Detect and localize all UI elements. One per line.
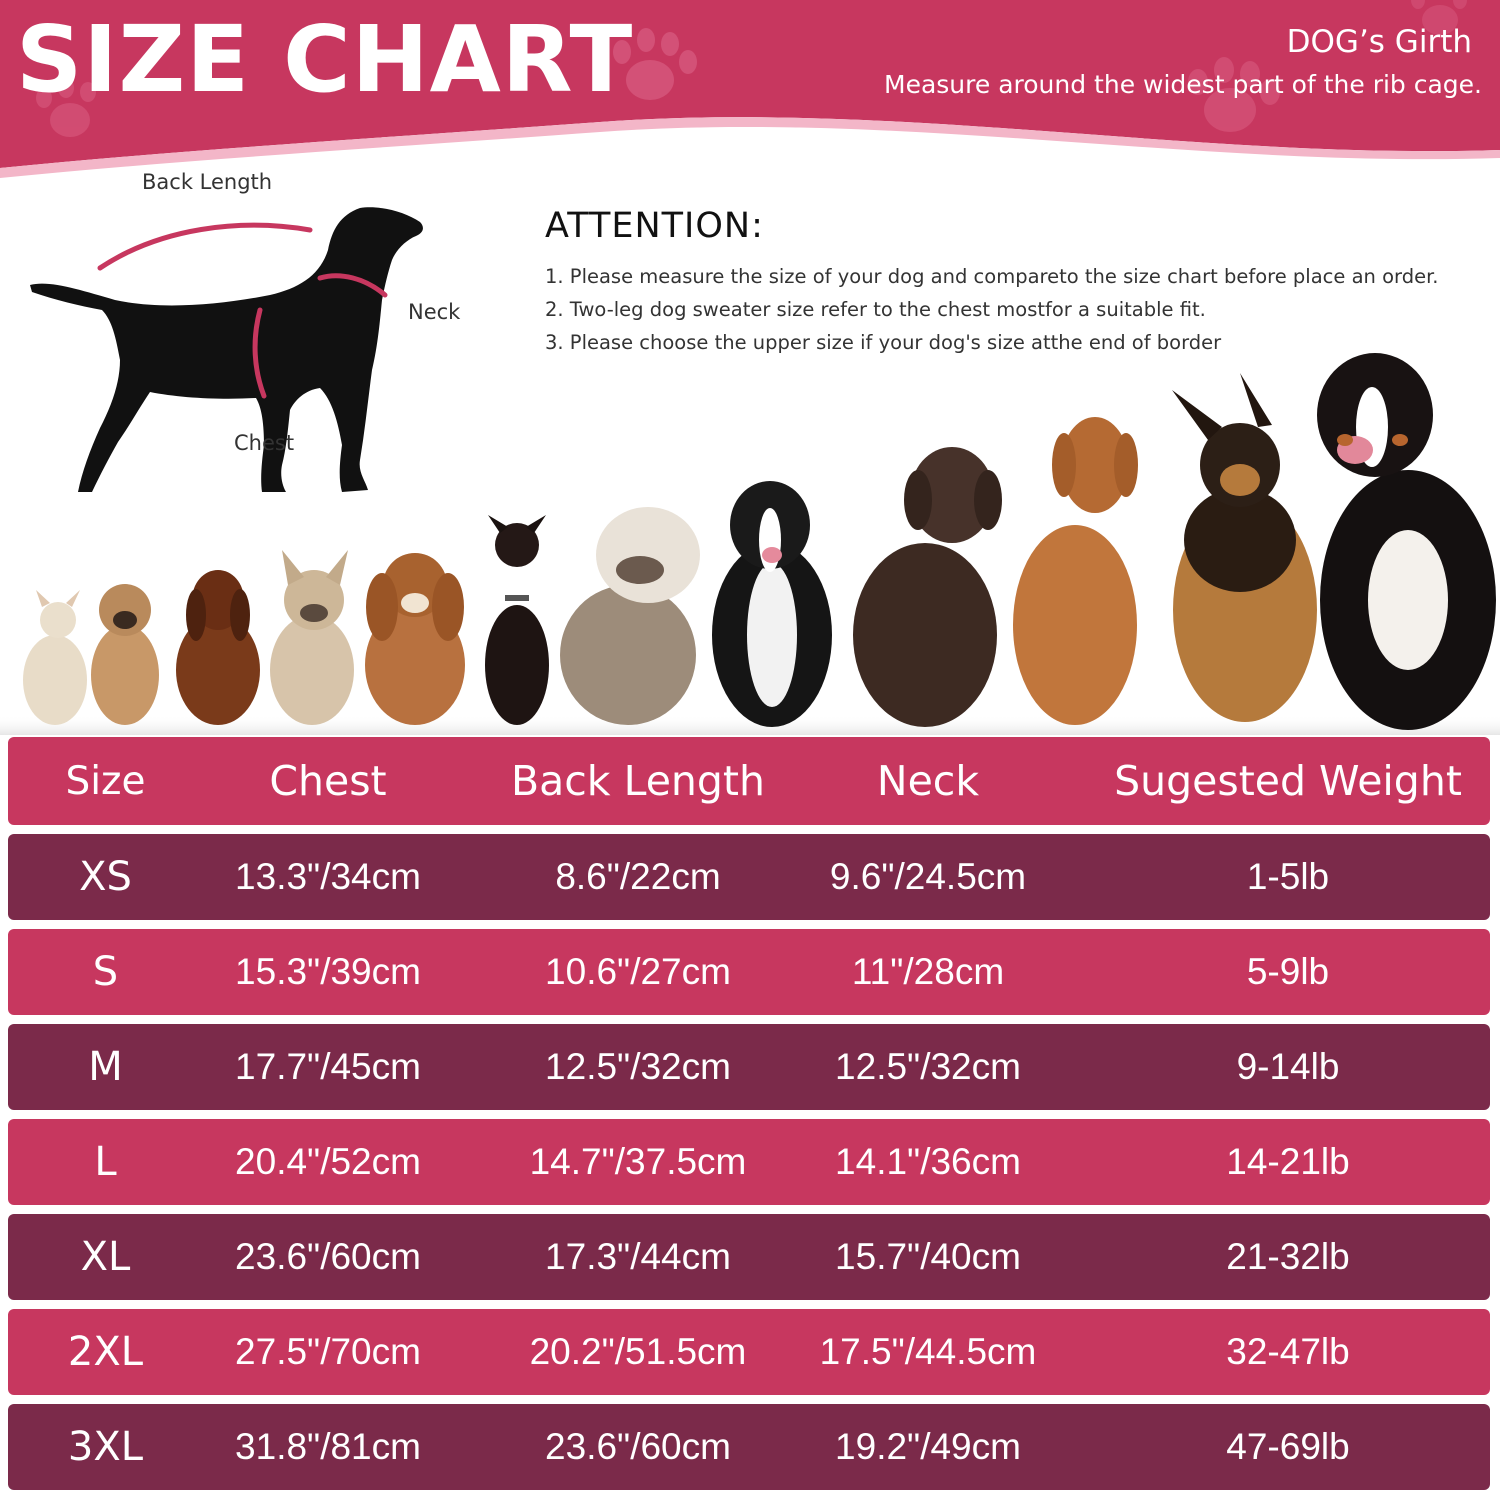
header-banner: SIZE CHART DOG’s Girth Measure around th… [0,0,1500,180]
vizsla-icon [1013,417,1138,725]
weight-cell: 14-21lb [1226,1141,1350,1182]
dog-lineup-icon [0,353,1500,735]
chest-cell: 31.8"/81cm [235,1426,421,1467]
dachshund-icon [176,570,260,725]
weight-cell: 47-69lb [1226,1426,1350,1467]
neck-cell: 15.7"/40cm [835,1236,1021,1277]
attention-section: ATTENTION: 1. Please measure the size of… [545,206,1475,359]
chihuahua-icon [23,590,87,725]
header-back-length: Back Length [511,757,765,805]
attention-item: 2. Two-leg dog sweater size refer to the… [545,298,1206,321]
dog-breeds-photo-row [0,345,1500,735]
neck-cell: 11"/28cm [851,951,1005,992]
back-length-cell: 23.6"/60cm [545,1426,731,1467]
paw-print-icon [1188,57,1280,132]
table-row: S 15.3"/39cm 10.6"/27cm 11"/28cm 5-9lb [8,929,1490,1015]
labrador-icon [853,447,1002,727]
neck-cell: 14.1"/36cm [835,1141,1021,1182]
chest-label: Chest [234,431,295,455]
size-table: Size Chest Back Length Neck Sugested Wei… [8,737,1490,1499]
bernese-mountain-dog-icon [1317,353,1496,730]
neck-cell: 19.2"/49cm [835,1426,1021,1467]
weight-cell: 1-5lb [1246,856,1330,897]
paw-print-icon [36,78,96,137]
german-shepherd-icon [1172,373,1317,722]
back-length-cell: 12.5"/32cm [545,1046,731,1087]
header-weight: Sugested Weight [1114,757,1462,805]
paw-print-icon [613,28,697,100]
back-length-label: Back Length [142,170,273,194]
back-length-cell: 10.6"/27cm [545,951,731,992]
weight-cell: 21-32lb [1226,1236,1350,1277]
border-collie-icon [712,481,832,727]
banner-background [0,0,1500,178]
attention-item: 3. Please choose the upper size if your … [545,331,1222,354]
size-cell: M [88,1044,123,1090]
size-cell: XL [80,1234,131,1280]
french-bulldog-icon [270,550,354,725]
neck-cell: 12.5"/32cm [835,1046,1021,1087]
weight-cell: 32-47lb [1226,1331,1350,1372]
neck-cell: 17.5"/44.5cm [819,1331,1037,1372]
girth-description: Measure around the widest part of the ri… [884,70,1482,99]
table-row: L 20.4"/52cm 14.7"/37.5cm 14.1"/36cm 14-… [8,1119,1490,1205]
miniature-pinscher-icon [485,515,549,725]
neck-label: Neck [408,300,461,324]
paw-print-icon [1411,0,1467,35]
neck-cell: 9.6"/24.5cm [829,856,1027,897]
back-length-cell: 8.6"/22cm [555,856,721,897]
back-length-cell: 14.7"/37.5cm [529,1141,747,1182]
dog-silhouette-icon [30,207,423,492]
size-cell: S [92,949,119,995]
attention-list: 1. Please measure the size of your dog a… [545,260,1475,359]
chest-cell: 23.6"/60cm [235,1236,421,1277]
girth-title: DOG’s Girth [1286,24,1472,60]
table-row: 3XL 31.8"/81cm 23.6"/60cm 19.2"/49cm 47-… [8,1404,1490,1490]
measure-diagram: Back Length Neck Chest [20,160,490,505]
weight-cell: 5-9lb [1246,951,1330,992]
chest-cell: 27.5"/70cm [235,1331,421,1372]
size-cell: XS [79,854,132,900]
back-length-cell: 20.2"/51.5cm [529,1331,747,1372]
chest-cell: 20.4"/52cm [235,1141,421,1182]
header-size: Size [65,758,146,804]
table-row: 2XL 27.5"/70cm 20.2"/51.5cm 17.5"/44.5cm… [8,1309,1490,1395]
cavalier-spaniel-icon [365,553,465,725]
table-row: XS 13.3"/34cm 8.6"/22cm 9.6"/24.5cm 1-5l… [8,834,1490,920]
attention-item: 1. Please measure the size of your dog a… [545,265,1439,288]
page-title: SIZE CHART [16,6,634,113]
size-cell: 2XL [67,1329,144,1375]
table-row: M 17.7"/45cm 12.5"/32cm 12.5"/32cm 9-14l… [8,1024,1490,1110]
table-row: XL 23.6"/60cm 17.3"/44cm 15.7"/40cm 21-3… [8,1214,1490,1300]
bulldog-icon [560,507,700,725]
chest-cell: 17.7"/45cm [235,1046,421,1087]
chest-cell: 15.3"/39cm [235,951,421,992]
back-length-cell: 17.3"/44cm [545,1236,731,1277]
chest-cell: 13.3"/34cm [235,856,421,897]
table-header-row: Size Chest Back Length Neck Sugested Wei… [8,737,1490,825]
pug-icon [91,584,159,725]
weight-cell: 9-14lb [1236,1046,1340,1087]
size-cell: 3XL [67,1424,144,1470]
header-chest: Chest [269,757,387,805]
header-neck: Neck [876,757,980,805]
size-cell: L [94,1139,117,1185]
attention-heading: ATTENTION: [545,206,764,246]
